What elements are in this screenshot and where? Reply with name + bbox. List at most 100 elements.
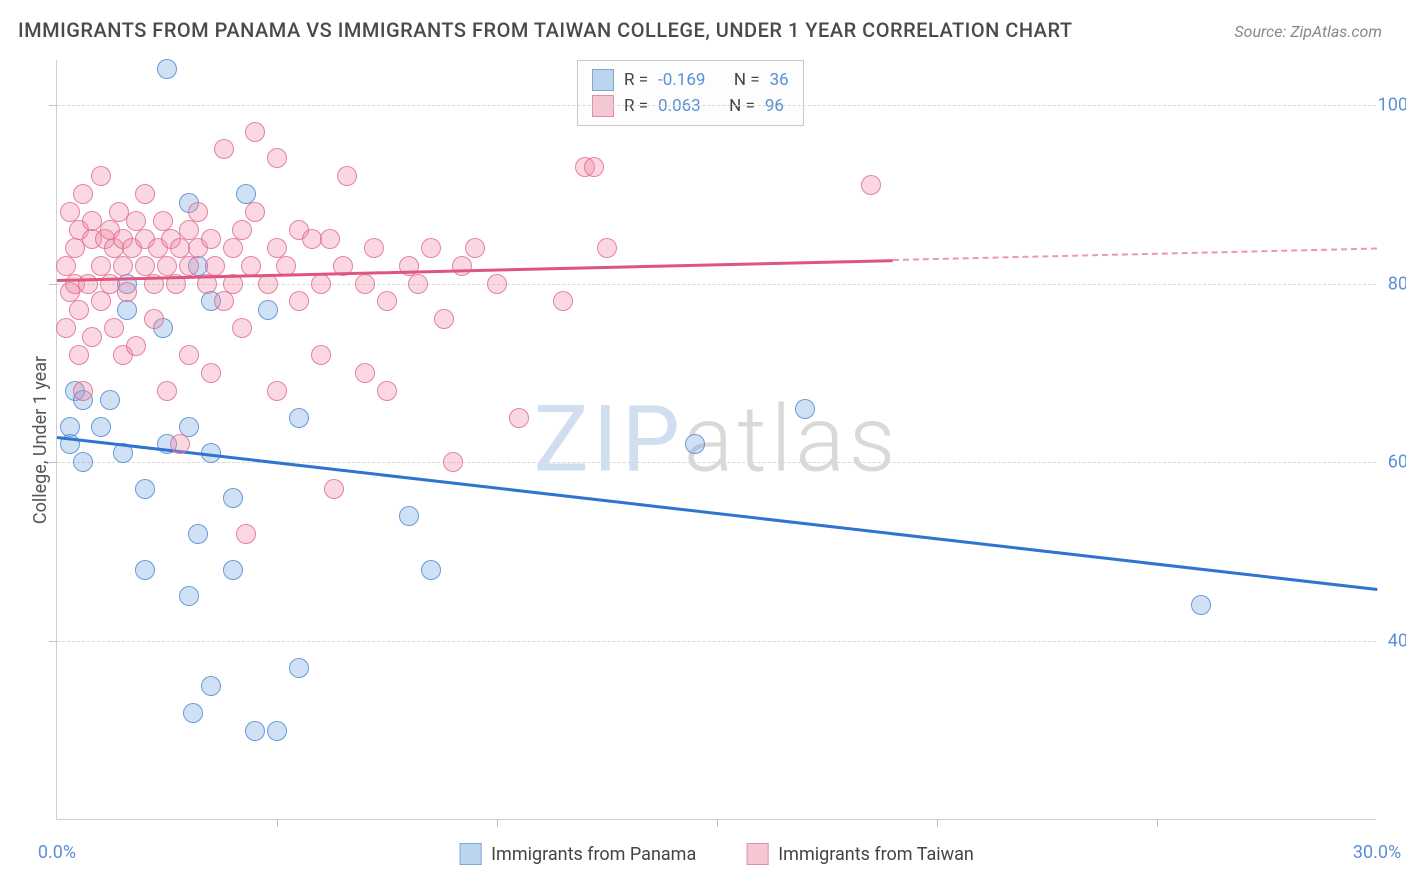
y-tick-label: 100.0% [1378,94,1406,115]
scatter-point [157,59,177,79]
y-tick [49,284,57,285]
y-tick [49,641,57,642]
scatter-point [443,452,463,472]
x-tick [497,819,498,827]
watermark-zip: ZIP [534,386,684,493]
scatter-point [104,318,124,338]
scatter-point [434,309,454,329]
scatter-point [179,586,199,606]
scatter-point [135,560,155,580]
scatter-point [179,345,199,365]
n-value-panama: 36 [770,67,789,93]
legend-row-panama: R = -0.169 N = 36 [592,67,789,93]
scatter-point [205,256,225,276]
scatter-point [236,524,256,544]
y-tick [49,105,57,106]
swatch-panama-icon [459,843,481,865]
scatter-point [135,479,155,499]
scatter-point [214,291,234,311]
swatch-taiwan-icon [746,843,768,865]
chart-title: IMMIGRANTS FROM PANAMA VS IMMIGRANTS FRO… [18,18,1073,42]
scatter-point [232,220,252,240]
scatter-point [355,363,375,383]
scatter-point [324,479,344,499]
scatter-point [214,139,234,159]
swatch-panama [592,69,614,91]
y-tick-label: 40.0% [1388,631,1406,652]
scatter-point [135,184,155,204]
scatter-point [337,166,357,186]
series-label-panama: Immigrants from Panama [491,844,696,865]
scatter-point [117,300,137,320]
scatter-point [82,327,102,347]
scatter-point [201,363,221,383]
plot-area: ZIPatlas R = -0.169 N = 36 R = 0.063 N =… [56,60,1376,820]
scatter-point [73,184,93,204]
r-value-panama: -0.169 [658,67,705,93]
x-tick-label: 0.0% [38,842,76,863]
scatter-point [56,318,76,338]
y-tick-label: 60.0% [1388,452,1406,473]
scatter-point [289,291,309,311]
n-label: N = [729,93,755,119]
source-label: Source: ZipAtlas.com [1234,22,1382,41]
scatter-point [201,229,221,249]
scatter-point [188,202,208,222]
scatter-point [223,488,243,508]
scatter-point [245,122,265,142]
scatter-point [117,282,137,302]
scatter-point [320,229,340,249]
r-label: R = [624,93,648,119]
swatch-taiwan [592,95,614,117]
x-tick [717,819,718,827]
watermark-atlas: atlas [684,386,900,493]
trend-line [57,436,1377,591]
scatter-point [355,274,375,294]
scatter-point [223,560,243,580]
scatter-point [267,148,287,168]
series-label-taiwan: Immigrants from Taiwan [778,844,974,865]
scatter-point [289,658,309,678]
trend-line-dashed [893,248,1377,261]
gridline-horizontal [57,641,1376,642]
scatter-point [289,408,309,428]
legend-row-taiwan: R = 0.063 N = 96 [592,93,789,119]
scatter-point [311,274,331,294]
scatter-point [144,309,164,329]
scatter-point [861,175,881,195]
scatter-point [113,256,133,276]
scatter-point [73,452,93,472]
y-tick-label: 80.0% [1388,273,1406,294]
x-tick [1157,819,1158,827]
x-tick [937,819,938,827]
scatter-point [241,256,261,276]
scatter-point [795,399,815,419]
scatter-point [377,291,397,311]
scatter-point [421,238,441,258]
legend-item-taiwan: Immigrants from Taiwan [746,843,974,865]
gridline-horizontal [57,284,1376,285]
gridline-horizontal [57,462,1376,463]
scatter-point [584,157,604,177]
scatter-point [183,703,203,723]
scatter-point [465,238,485,258]
scatter-point [100,390,120,410]
scatter-point [69,300,89,320]
scatter-point [73,381,93,401]
y-axis-label: College, Under 1 year [30,356,51,524]
scatter-point [452,256,472,276]
legend-series: Immigrants from Panama Immigrants from T… [459,843,974,865]
scatter-point [487,274,507,294]
scatter-point [311,345,331,365]
scatter-point [408,274,428,294]
legend-correlation: R = -0.169 N = 36 R = 0.063 N = 96 [577,60,804,126]
scatter-point [223,238,243,258]
scatter-point [91,417,111,437]
scatter-point [258,300,278,320]
scatter-point [179,417,199,437]
r-value-taiwan: 0.063 [658,93,701,119]
scatter-point [91,166,111,186]
y-tick [49,462,57,463]
scatter-point [69,345,89,365]
watermark: ZIPatlas [534,386,900,493]
